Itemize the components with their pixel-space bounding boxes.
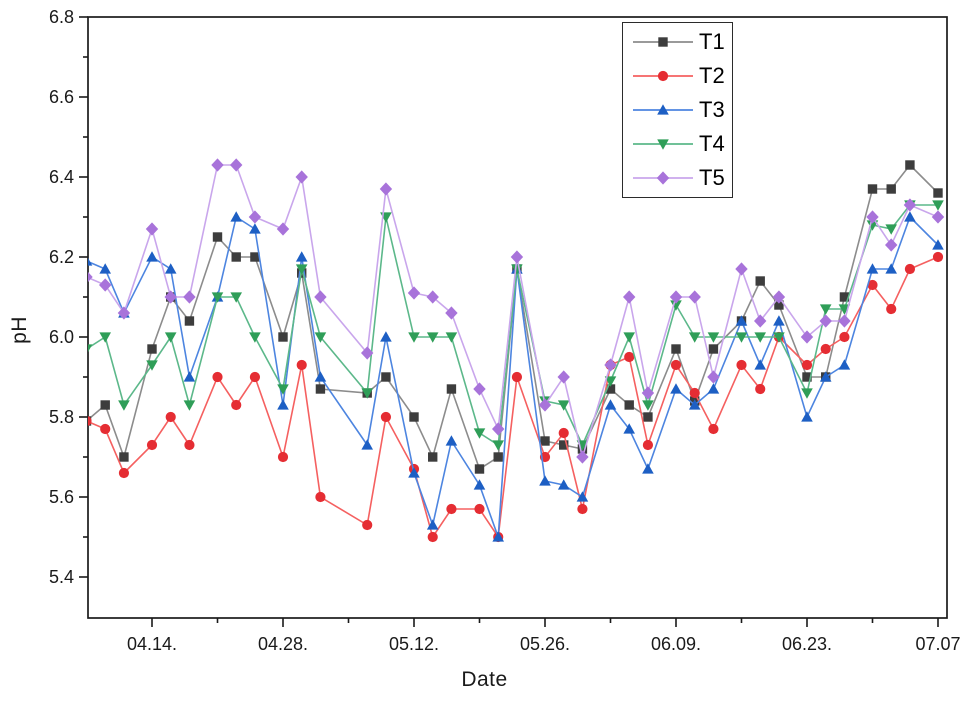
y-axis-title: pH: [7, 316, 31, 344]
legend-label-t1: T1: [699, 29, 725, 54]
legend-label-t3: T3: [699, 97, 725, 122]
legend-label-t4: T4: [699, 131, 725, 156]
legend-entry-t5: T5: [631, 163, 732, 193]
legend-marker-t3-icon: [633, 104, 693, 115]
series-T5: [88, 158, 945, 464]
legend-entry-t2: T2: [631, 61, 732, 91]
svg-text:6.2: 6.2: [49, 247, 74, 267]
legend-label-t5: T5: [699, 165, 725, 190]
svg-text:05.12.: 05.12.: [389, 634, 439, 654]
legend-marker-t4-icon: [633, 139, 693, 150]
legend-marker-t2-icon: [633, 70, 693, 82]
legend: T1 T2 T3 T4 T5: [622, 22, 733, 198]
tick-labels: 5.4 5.6 5.8 6.0 6.2 6.4 6.6 6.8 04.14. 04.28. 05.1…: [49, 7, 961, 654]
svg-text:07.07: 07.07: [915, 634, 960, 654]
plot-frame: [87, 16, 948, 619]
legend-marker-t5-icon: [633, 171, 693, 185]
svg-text:5.4: 5.4: [49, 567, 74, 587]
legend-entry-t3: T3: [631, 95, 732, 125]
legend-marker-t1-icon: [633, 37, 693, 47]
series-T2: [88, 251, 944, 543]
svg-text:6.0: 6.0: [49, 327, 74, 347]
svg-text:5.8: 5.8: [49, 407, 74, 427]
svg-text:06.23.: 06.23.: [782, 634, 832, 654]
svg-text:05.26.: 05.26.: [520, 634, 570, 654]
x-axis-title: Date: [461, 668, 508, 691]
svg-text:06.09.: 06.09.: [651, 634, 701, 654]
legend-entry-t4: T4: [631, 129, 732, 159]
svg-text:6.6: 6.6: [49, 87, 74, 107]
svg-text:6.8: 6.8: [49, 7, 74, 27]
legend-label-t2: T2: [699, 63, 725, 88]
legend-entry-t1: T1: [631, 27, 732, 57]
svg-text:04.28.: 04.28.: [258, 634, 308, 654]
svg-text:5.6: 5.6: [49, 487, 74, 507]
axis-ticks: [79, 16, 939, 627]
svg-text:04.14.: 04.14.: [127, 634, 177, 654]
series-T3: [88, 211, 944, 542]
svg-text:6.4: 6.4: [49, 167, 74, 187]
